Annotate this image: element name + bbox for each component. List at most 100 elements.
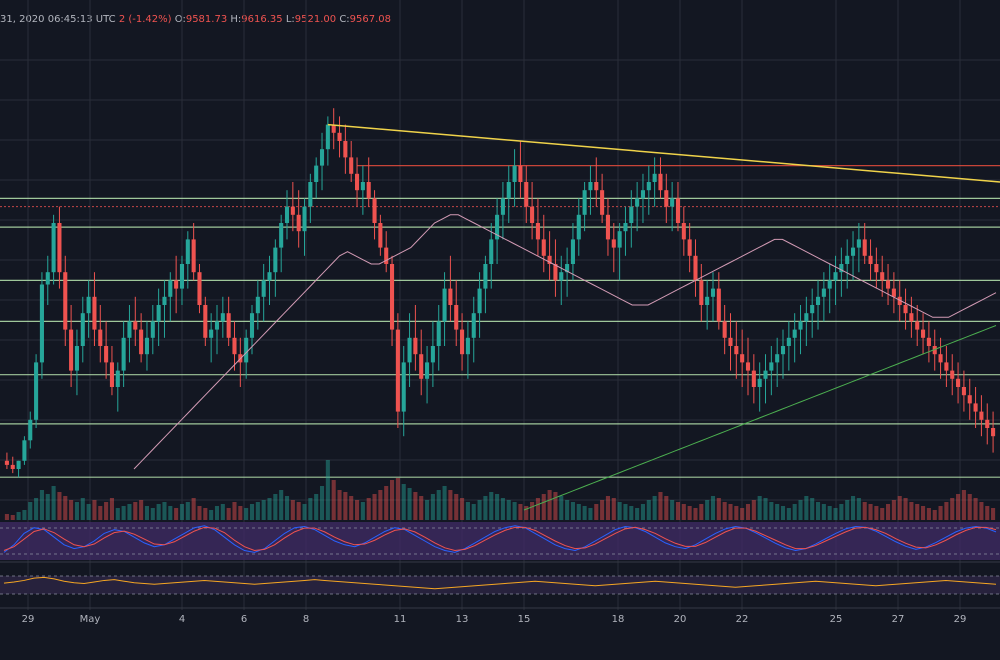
- volume-bar-93: [547, 490, 552, 520]
- candle-body-43: [255, 296, 260, 314]
- volume-bar-64: [378, 490, 383, 520]
- volume-bar-67: [395, 478, 400, 520]
- candle-body-169: [991, 428, 996, 437]
- candle-body-38: [226, 313, 231, 338]
- candle-body-114: [670, 198, 675, 207]
- volume-bar-85: [500, 498, 505, 520]
- volume-bar-136: [798, 500, 803, 520]
- candle-body-137: [804, 313, 809, 322]
- volume-bar-24: [144, 506, 150, 520]
- volume-bar-138: [810, 498, 815, 520]
- candle-body-148: [868, 255, 873, 264]
- candle-body-68: [401, 362, 406, 412]
- candle-body-131: [769, 362, 774, 371]
- candle-body-88: [518, 165, 523, 182]
- volume-bar-102: [600, 500, 605, 520]
- volume-bar-84: [495, 494, 500, 520]
- volume-bar-42: [249, 504, 255, 520]
- volume-bar-65: [384, 486, 389, 520]
- volume-bar-134: [786, 508, 791, 520]
- candle-body-138: [810, 305, 815, 314]
- volume-bar-92: [541, 494, 546, 520]
- candle-body-53: [314, 165, 319, 182]
- volume-bar-74: [436, 490, 441, 520]
- candle-body-74: [436, 321, 441, 346]
- volume-bar-32: [191, 498, 196, 520]
- candle-body-135: [792, 329, 797, 338]
- candle-body-49: [290, 206, 295, 215]
- candle-body-162: [950, 370, 955, 379]
- candle-body-149: [874, 264, 879, 273]
- volume-bar-99: [582, 506, 587, 520]
- volume-bar-154: [903, 498, 908, 520]
- moving-averages: [133, 214, 997, 511]
- volume-bar-27: [162, 502, 167, 520]
- x-tick-label-4: 8: [303, 614, 309, 625]
- candle-body-78: [460, 329, 465, 355]
- candle-body-163: [956, 378, 961, 387]
- volume-bar-16: [98, 506, 103, 520]
- volume-bar-111: [652, 496, 657, 520]
- candle-body-18: [109, 362, 114, 387]
- candle-body-133: [780, 346, 786, 355]
- volume-bar-125: [734, 506, 739, 520]
- candle-body-45: [267, 272, 272, 281]
- volume-bar-72: [425, 500, 430, 520]
- x-tick-label-7: 15: [518, 614, 531, 625]
- candle-body-0: [4, 460, 9, 465]
- x-tick-label-9: 20: [674, 614, 687, 625]
- ma-green-line: [523, 325, 997, 511]
- candle-body-7: [45, 272, 50, 285]
- volume-bar-71: [419, 496, 424, 520]
- volume-bar-46: [273, 494, 278, 520]
- candle-body-77: [454, 305, 459, 330]
- candle-body-29: [174, 280, 179, 289]
- volume-bar-8: [51, 486, 56, 520]
- candle-body-63: [372, 198, 377, 223]
- volume-bar-126: [740, 508, 745, 520]
- volume-bar-118: [693, 508, 698, 520]
- x-tick-label-8: 18: [612, 614, 625, 625]
- volume-bar-54: [319, 486, 325, 520]
- candle-body-62: [366, 182, 371, 199]
- candle-body-91: [535, 223, 540, 240]
- candle-body-92: [541, 239, 546, 256]
- candle-body-60: [354, 173, 360, 191]
- candle-body-23: [139, 329, 144, 355]
- volume-bar-143: [839, 504, 844, 520]
- volume-bar-25: [150, 508, 155, 520]
- candle-body-142: [833, 272, 838, 281]
- x-tick-label-3: 6: [241, 614, 247, 625]
- candle-body-30: [179, 264, 185, 289]
- volume-bar-114: [670, 500, 675, 520]
- volume-bar-4: [28, 502, 33, 520]
- volume-bar-53: [314, 494, 319, 520]
- volume-bar-103: [605, 496, 610, 520]
- volume-bar-163: [956, 494, 961, 520]
- stoch-k-line: [3, 525, 997, 553]
- volume-bar-30: [179, 504, 185, 520]
- candle-body-124: [728, 337, 733, 346]
- volume-bar-13: [80, 498, 85, 520]
- candle-body-145: [850, 247, 856, 256]
- volume-bar-139: [815, 502, 821, 520]
- candle-body-57: [337, 132, 342, 141]
- volume-bar-117: [687, 506, 692, 520]
- candle-body-87: [512, 165, 517, 182]
- candle-body-48: [284, 206, 290, 223]
- candle-body-153: [897, 296, 902, 305]
- candle-body-28: [168, 280, 173, 297]
- volume-bar-101: [594, 504, 599, 520]
- candle-body-136: [798, 321, 803, 330]
- candle-body-56: [331, 124, 336, 133]
- volume-bar-55: [325, 460, 330, 520]
- volume-bar-130: [763, 498, 768, 520]
- volume-bar-23: [139, 500, 144, 520]
- volume-bar-121: [710, 496, 716, 520]
- volume-bar-124: [728, 504, 733, 520]
- header-date: 31, 2020 06:45:13 UTC: [0, 14, 116, 25]
- candle-body-155: [909, 313, 914, 322]
- header-o-value: 9581.73: [185, 14, 228, 25]
- volume-bar-80: [471, 504, 476, 520]
